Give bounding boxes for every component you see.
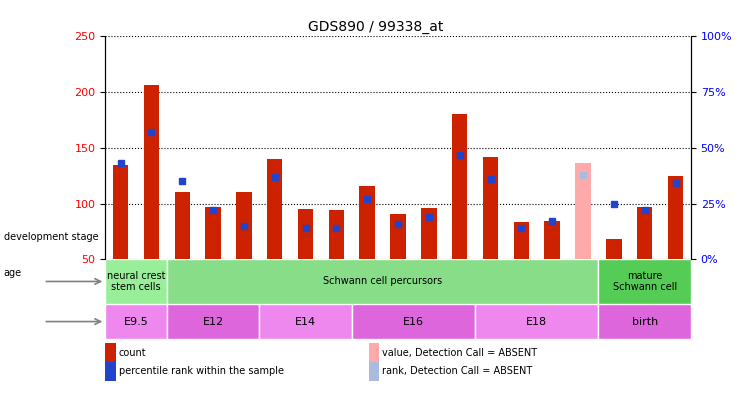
Text: E14: E14: [295, 317, 316, 326]
Bar: [360, 185, 375, 259]
Bar: [514, 222, 529, 259]
Bar: [599, 304, 691, 339]
Bar: [205, 207, 221, 259]
Text: development stage: development stage: [4, 232, 98, 242]
Bar: [174, 192, 190, 259]
Bar: [483, 157, 498, 259]
Text: neural crest
stem cells: neural crest stem cells: [107, 271, 165, 292]
Bar: [452, 114, 467, 259]
Text: Schwann cell percursors: Schwann cell percursors: [323, 277, 442, 286]
Bar: [167, 259, 599, 304]
Bar: [236, 192, 252, 259]
Bar: [668, 176, 683, 259]
Bar: [267, 159, 282, 259]
Bar: [475, 304, 599, 339]
Bar: [369, 362, 379, 381]
Text: value, Detection Call = ABSENT: value, Detection Call = ABSENT: [382, 348, 537, 358]
Text: E16: E16: [403, 317, 424, 326]
Text: E18: E18: [526, 317, 547, 326]
Text: birth: birth: [632, 317, 658, 326]
Text: count: count: [119, 348, 146, 358]
Bar: [369, 343, 379, 362]
Text: E12: E12: [203, 317, 224, 326]
Bar: [105, 259, 167, 304]
Bar: [167, 304, 259, 339]
Bar: [259, 304, 351, 339]
Bar: [391, 213, 406, 259]
Text: mature
Schwann cell: mature Schwann cell: [613, 271, 677, 292]
Bar: [329, 210, 344, 259]
Text: age: age: [4, 269, 22, 278]
Text: rank, Detection Call = ABSENT: rank, Detection Call = ABSENT: [382, 367, 532, 377]
Bar: [113, 164, 128, 259]
Text: E9.5: E9.5: [124, 317, 149, 326]
Bar: [637, 207, 653, 259]
Bar: [298, 209, 313, 259]
Bar: [105, 343, 116, 362]
Bar: [575, 163, 591, 259]
Text: GDS890 / 99338_at: GDS890 / 99338_at: [308, 20, 443, 34]
Bar: [421, 208, 436, 259]
Bar: [105, 362, 116, 381]
Bar: [599, 259, 691, 304]
Bar: [105, 304, 167, 339]
Bar: [351, 304, 475, 339]
Text: percentile rank within the sample: percentile rank within the sample: [119, 367, 284, 377]
Bar: [544, 221, 560, 259]
Bar: [606, 239, 622, 259]
Bar: [143, 85, 159, 259]
